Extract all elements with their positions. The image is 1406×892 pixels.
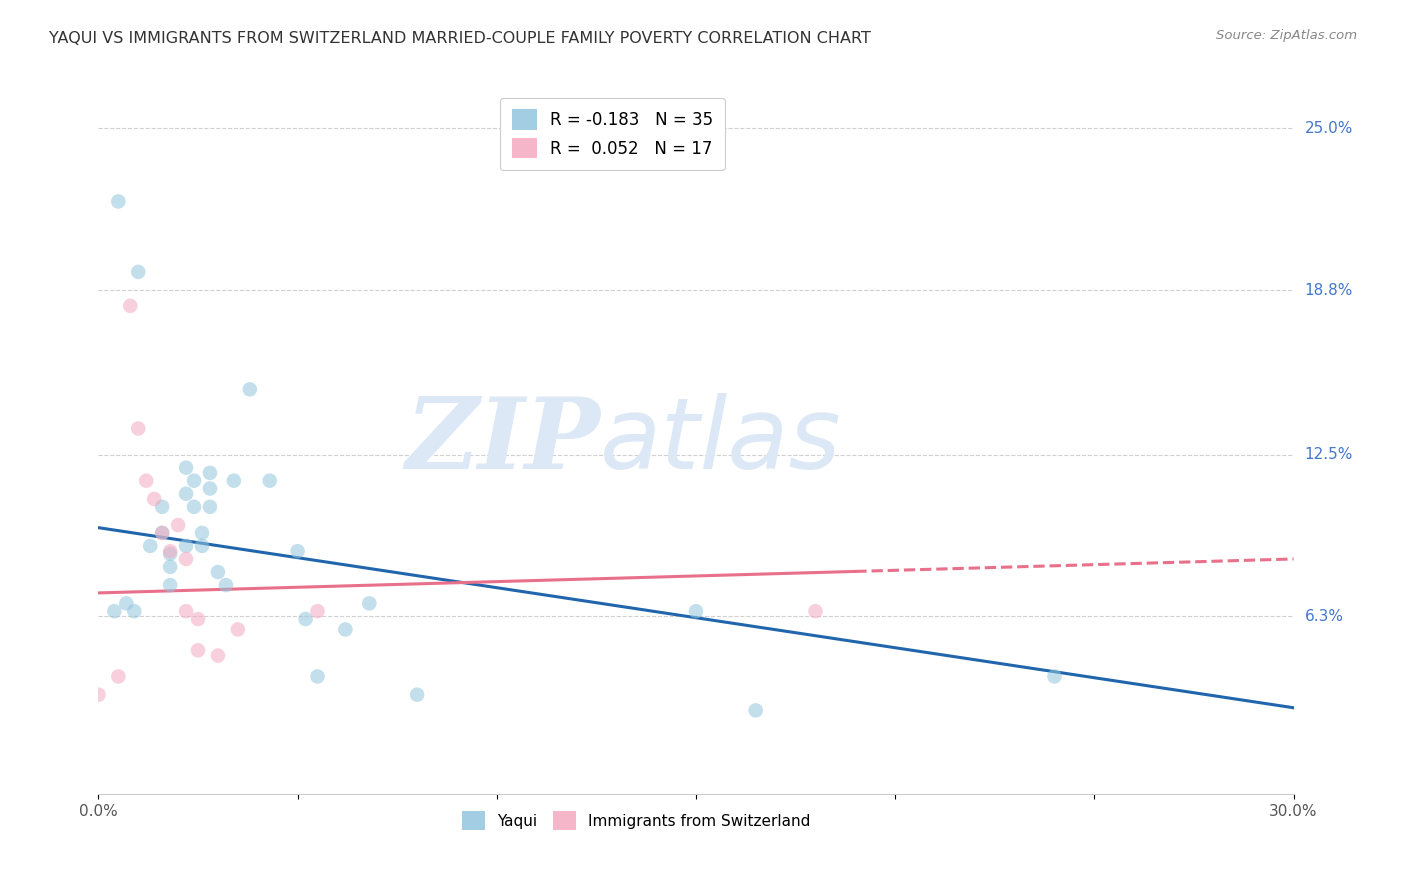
Point: [150, 500, 173, 514]
Point: [159, 544, 181, 558]
Point: [143, 491, 166, 506]
Point: [287, 544, 309, 558]
Point: [120, 299, 142, 313]
Point: [406, 688, 429, 702]
Point: [159, 559, 181, 574]
Point: [191, 525, 214, 540]
Point: [804, 604, 827, 618]
Point: [107, 194, 129, 209]
Point: [150, 525, 173, 540]
Point: [174, 604, 197, 618]
Point: [198, 500, 221, 514]
Point: [127, 265, 149, 279]
Point: [183, 500, 205, 514]
Text: YAQUI VS IMMIGRANTS FROM SWITZERLAND MARRIED-COUPLE FAMILY POVERTY CORRELATION C: YAQUI VS IMMIGRANTS FROM SWITZERLAND MAR…: [49, 31, 872, 46]
Point: [207, 565, 229, 579]
Point: [259, 474, 281, 488]
Point: [222, 474, 245, 488]
Point: [191, 539, 214, 553]
Point: [107, 669, 129, 683]
Point: [183, 474, 205, 488]
Point: [167, 518, 190, 533]
Point: [150, 525, 173, 540]
Point: [124, 604, 146, 618]
Point: [207, 648, 229, 663]
Text: 25.0%: 25.0%: [1305, 120, 1353, 136]
Point: [359, 596, 381, 610]
Point: [187, 643, 209, 657]
Point: [1043, 669, 1066, 683]
Point: [103, 604, 125, 618]
Point: [135, 474, 157, 488]
Text: Source: ZipAtlas.com: Source: ZipAtlas.com: [1216, 29, 1357, 42]
Point: [226, 623, 249, 637]
Point: [215, 578, 238, 592]
Point: [187, 612, 209, 626]
Point: [174, 552, 197, 566]
Point: [198, 466, 221, 480]
Point: [159, 578, 181, 592]
Point: [685, 604, 707, 618]
Point: [87, 688, 110, 702]
Text: 12.5%: 12.5%: [1305, 447, 1353, 462]
Point: [174, 460, 197, 475]
Point: [294, 612, 316, 626]
Point: [127, 421, 149, 435]
Point: [198, 482, 221, 496]
Text: 18.8%: 18.8%: [1305, 283, 1353, 298]
Point: [159, 547, 181, 561]
Text: atlas: atlas: [600, 393, 842, 490]
Point: [307, 604, 329, 618]
Point: [174, 539, 197, 553]
Point: [115, 596, 138, 610]
Point: [335, 623, 357, 637]
Point: [745, 703, 768, 717]
Point: [307, 669, 329, 683]
Text: 6.3%: 6.3%: [1305, 609, 1344, 624]
Legend: Yaqui, Immigrants from Switzerland: Yaqui, Immigrants from Switzerland: [453, 802, 820, 839]
Point: [139, 539, 162, 553]
Point: [239, 382, 262, 396]
Text: ZIP: ZIP: [405, 393, 600, 490]
Point: [174, 487, 197, 501]
